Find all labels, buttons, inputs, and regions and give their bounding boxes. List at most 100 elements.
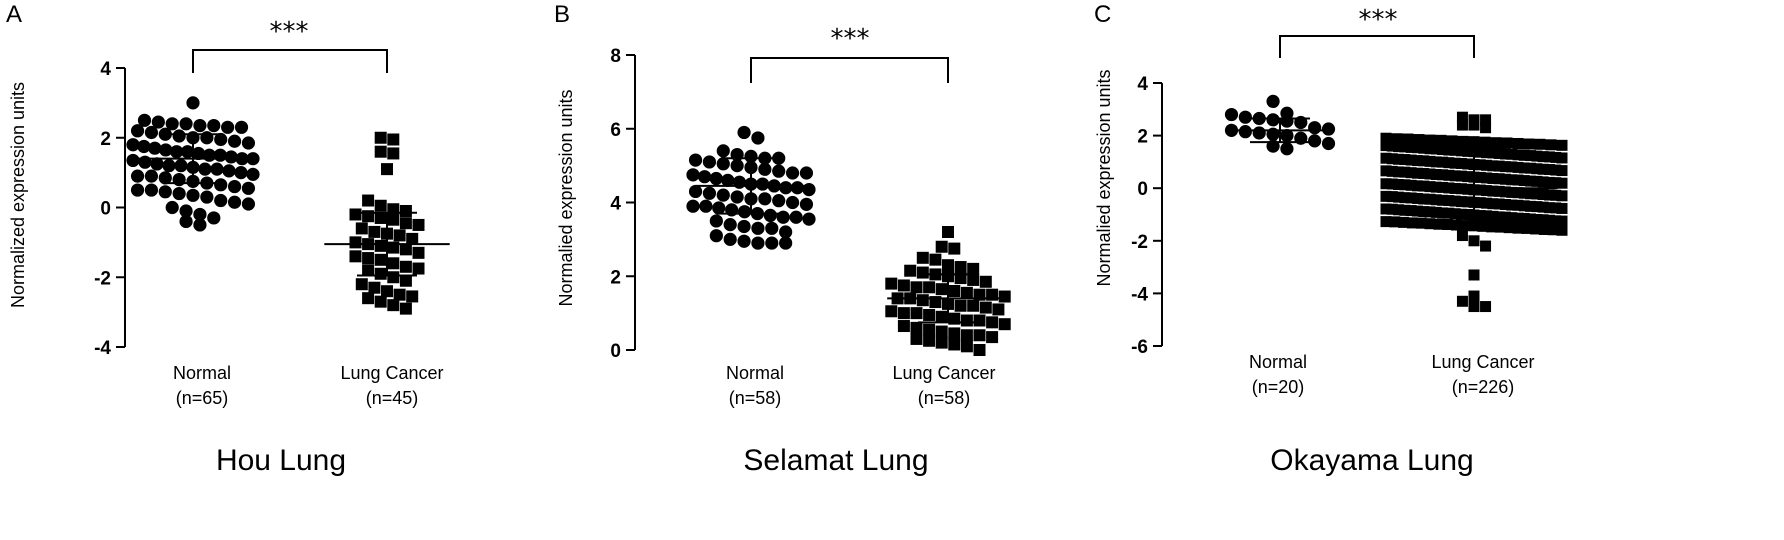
data-point-c-normal bbox=[1238, 110, 1252, 124]
data-point-b-normal bbox=[772, 164, 786, 178]
data-point-c-cancer bbox=[1386, 140, 1398, 152]
data-point-a-normal bbox=[137, 139, 151, 154]
data-point-c-cancer bbox=[1424, 143, 1436, 155]
data-point-b-normal bbox=[723, 232, 737, 246]
data-point-c-cancer bbox=[1487, 147, 1499, 159]
data-point-c-cancer bbox=[1411, 167, 1423, 179]
data-point-c-normal bbox=[1321, 122, 1336, 136]
data-point-b-cancer bbox=[916, 251, 929, 264]
data-point-b-normal bbox=[779, 236, 793, 250]
data-point-b-normal bbox=[730, 190, 744, 204]
chart-title-a: Hou Lung bbox=[216, 444, 346, 477]
data-point-c-cancer bbox=[1556, 215, 1568, 227]
data-point-b-cancer bbox=[973, 344, 986, 356]
data-point-a-cancer bbox=[362, 252, 375, 265]
data-point-b-cancer bbox=[897, 320, 910, 333]
data-point-c-cancer bbox=[1493, 198, 1505, 210]
data-point-c-cancer bbox=[1531, 213, 1543, 225]
data-point-c-cancer bbox=[1512, 137, 1524, 149]
data-point-c-cancer bbox=[1531, 175, 1543, 187]
data-point-c-cancer bbox=[1437, 207, 1449, 219]
data-point-a-cancer bbox=[412, 262, 425, 275]
data-point-c-cancer bbox=[1456, 230, 1468, 242]
data-point-c-cancer bbox=[1405, 205, 1417, 217]
data-point-c-cancer bbox=[1462, 171, 1474, 183]
data-point-a-normal bbox=[130, 124, 145, 138]
data-point-a-cancer bbox=[355, 278, 368, 291]
data-point-c-cancer bbox=[1430, 206, 1442, 218]
data-point-a-normal bbox=[130, 183, 145, 197]
data-point-b-cancer bbox=[942, 226, 954, 238]
y-tick-label-b: 4 bbox=[610, 194, 621, 215]
data-point-b-cancer bbox=[916, 266, 929, 279]
data-point-c-cancer bbox=[1525, 213, 1537, 225]
data-point-c-cancer bbox=[1512, 187, 1524, 199]
y-axis-label-a: Normalized expression units bbox=[8, 82, 28, 308]
data-point-b-cancer bbox=[923, 281, 936, 294]
data-point-a-normal bbox=[234, 120, 249, 134]
data-point-c-cancer bbox=[1501, 137, 1513, 149]
data-point-c-cancer bbox=[1523, 138, 1535, 150]
data-point-b-normal bbox=[730, 159, 744, 173]
data-point-c-cancer bbox=[1556, 152, 1568, 164]
data-point-c-cancer bbox=[1474, 197, 1486, 209]
data-point-b-normal bbox=[790, 181, 805, 195]
data-point-c-cancer bbox=[1443, 207, 1455, 219]
data-point-c-cancer bbox=[1468, 269, 1480, 281]
data-point-c-cancer bbox=[1456, 119, 1468, 131]
data-point-c-cancer bbox=[1386, 165, 1398, 177]
data-point-a-cancer bbox=[399, 243, 412, 256]
data-point-c-cancer bbox=[1474, 159, 1486, 171]
data-point-b-cancer bbox=[885, 277, 898, 290]
data-point-a-cancer bbox=[374, 239, 387, 252]
data-point-b-cancer bbox=[935, 283, 948, 296]
data-point-a-normal bbox=[180, 145, 195, 159]
data-point-c-normal bbox=[1280, 114, 1294, 128]
data-point-a-normal bbox=[126, 153, 140, 168]
data-point-c-cancer bbox=[1493, 147, 1505, 159]
data-point-c-cancer bbox=[1512, 222, 1524, 234]
data-point-c-cancer bbox=[1481, 185, 1493, 197]
data-point-c-cancer bbox=[1480, 240, 1492, 252]
data-point-a-normal bbox=[207, 211, 221, 225]
data-point-c-cancer bbox=[1481, 197, 1493, 209]
data-point-b-normal bbox=[785, 195, 800, 210]
data-point-b-normal bbox=[765, 221, 779, 235]
data-point-a-normal bbox=[150, 157, 164, 171]
data-point-a-normal bbox=[214, 178, 228, 192]
data-point-a-cancer bbox=[381, 163, 393, 176]
data-point-c-cancer bbox=[1386, 203, 1398, 215]
data-point-b-normal bbox=[723, 218, 737, 232]
data-point-a-cancer bbox=[387, 257, 400, 270]
data-point-c-normal bbox=[1224, 107, 1239, 122]
data-point-c-cancer bbox=[1418, 180, 1430, 192]
category-n-b-cancer: (n=58) bbox=[918, 388, 971, 408]
data-point-c-cancer bbox=[1556, 165, 1568, 177]
data-point-b-cancer bbox=[910, 321, 923, 334]
data-point-c-cancer bbox=[1433, 218, 1445, 230]
category-label-c-cancer: Lung Cancer bbox=[1431, 352, 1534, 372]
data-point-c-cancer bbox=[1525, 150, 1537, 162]
data-point-c-cancer bbox=[1534, 138, 1546, 150]
significance-bracket-c bbox=[1279, 35, 1475, 58]
data-point-b-normal bbox=[765, 236, 779, 250]
data-point-c-cancer bbox=[1443, 144, 1455, 156]
data-point-c-cancer bbox=[1530, 223, 1542, 235]
data-point-c-cancer bbox=[1547, 224, 1559, 236]
data-point-c-cancer bbox=[1399, 141, 1411, 153]
data-point-c-cancer bbox=[1411, 155, 1423, 167]
data-point-c-cancer bbox=[1457, 135, 1469, 147]
data-point-c-normal bbox=[1280, 129, 1294, 143]
data-point-a-cancer bbox=[387, 147, 400, 160]
data-point-a-cancer bbox=[393, 229, 406, 242]
data-point-b-cancer bbox=[929, 253, 942, 266]
data-point-c-cancer bbox=[1550, 215, 1562, 227]
data-point-a-normal bbox=[198, 162, 212, 176]
data-point-c-cancer bbox=[1525, 188, 1537, 200]
data-point-b-normal bbox=[686, 168, 700, 182]
data-point-c-cancer bbox=[1493, 211, 1505, 223]
significance-bracket-a bbox=[192, 49, 388, 73]
y-tick-label-c: -4 bbox=[1131, 284, 1148, 305]
data-point-c-cancer bbox=[1455, 196, 1467, 208]
data-point-c-cancer bbox=[1543, 164, 1555, 176]
